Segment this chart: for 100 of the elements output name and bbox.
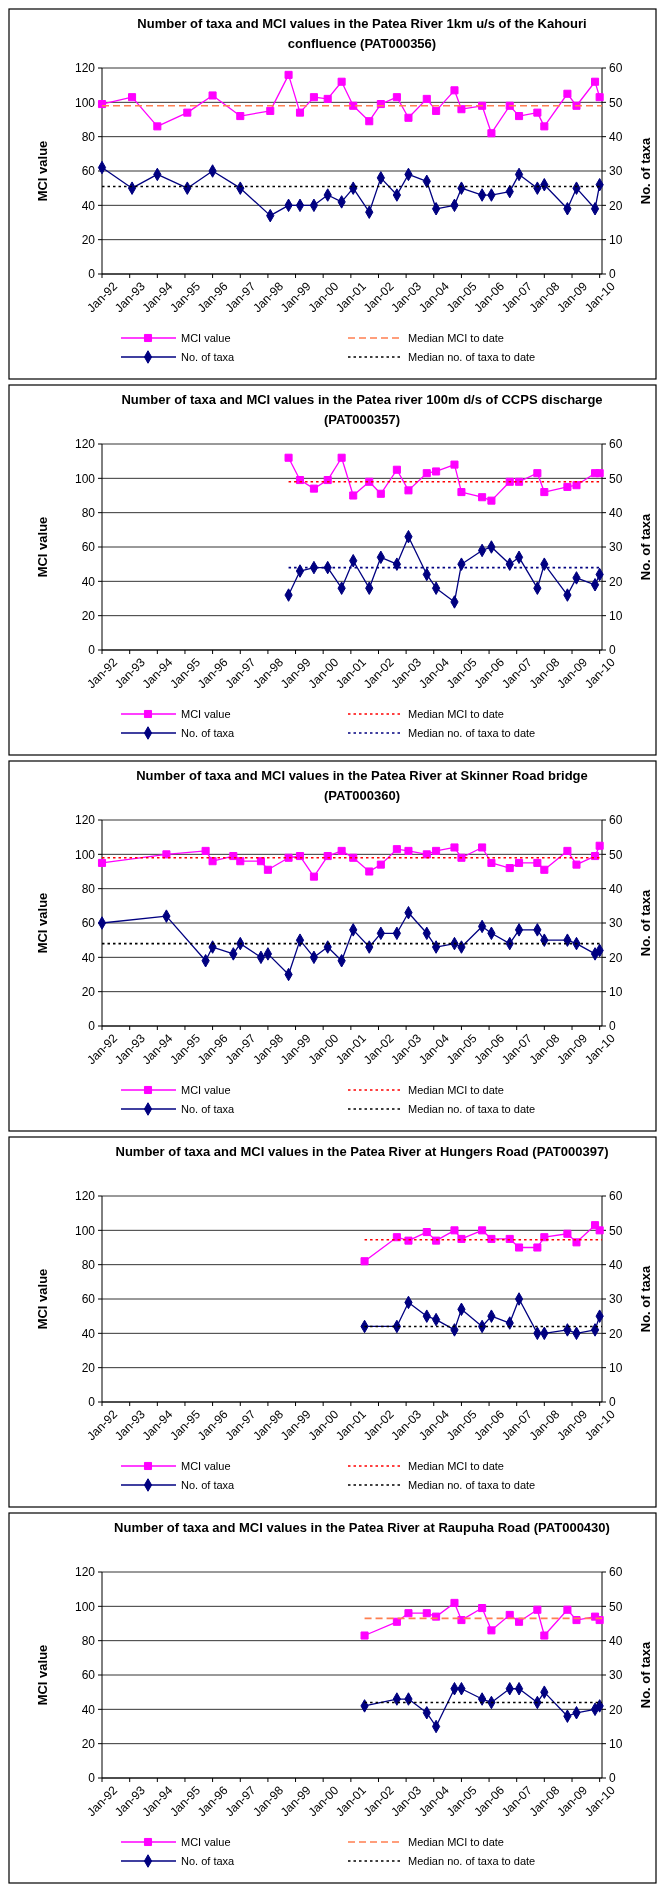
point [392, 93, 401, 102]
y-tick-label: 100 [74, 95, 96, 110]
y2-tick-label: 60 [609, 61, 623, 76]
point [360, 1631, 369, 1640]
y2-tick-label: 0 [609, 1395, 616, 1410]
point [505, 477, 514, 486]
point [422, 1609, 431, 1618]
point [450, 843, 459, 852]
point [478, 493, 487, 502]
y2-tick-label: 40 [609, 1633, 623, 1648]
point [263, 947, 273, 961]
y2-axis-title: No. of taxa [638, 1641, 653, 1709]
chart-title: Number of taxa and MCI values in the Patea River at Hungers Road (PAT000397) [115, 1144, 609, 1159]
point [128, 93, 137, 102]
point [404, 1609, 413, 1618]
legend-label: Median no. of taxa to date [408, 1102, 536, 1115]
point [533, 1605, 542, 1614]
legend-label: Median no. of taxa to date [408, 726, 536, 739]
y2-tick-label: 50 [609, 1223, 623, 1238]
y2-tick-label: 20 [609, 1326, 623, 1341]
point [450, 1226, 459, 1235]
y-tick-label: 80 [81, 881, 96, 896]
y2-tick-label: 20 [609, 198, 623, 213]
point [478, 843, 487, 852]
y2-tick-label: 40 [609, 1257, 623, 1272]
point [563, 846, 572, 855]
y-tick-label: 80 [81, 1257, 96, 1272]
y2-tick-label: 30 [609, 916, 623, 931]
point [376, 860, 385, 869]
point [450, 86, 459, 95]
point [295, 933, 305, 947]
y-tick-label: 40 [81, 574, 96, 589]
point [591, 77, 600, 86]
point [208, 91, 217, 100]
point [487, 496, 496, 505]
y2-tick-label: 10 [609, 984, 623, 999]
point [595, 841, 604, 850]
y-tick-label: 20 [81, 984, 96, 999]
y-tick-label: 60 [81, 1292, 96, 1307]
legend-label: Median MCI to date [408, 1459, 504, 1472]
y2-axis-title: No. of taxa [638, 1265, 653, 1333]
point [392, 465, 401, 474]
y-tick-label: 80 [81, 1633, 96, 1648]
point [431, 581, 441, 595]
y-tick-label: 120 [74, 61, 96, 76]
legend-label: Median no. of taxa to date [408, 350, 536, 363]
y-tick-label: 120 [74, 813, 96, 828]
legend-label: MCI value [181, 1835, 231, 1848]
y2-tick-label: 10 [609, 1360, 623, 1375]
point [349, 491, 358, 500]
legend-label: MCI value [181, 331, 231, 344]
point [540, 488, 549, 497]
point [457, 1616, 466, 1625]
point [404, 1236, 413, 1245]
point [404, 486, 413, 495]
point [533, 469, 542, 478]
y2-axis-title: No. of taxa [638, 137, 653, 205]
y-tick-label: 20 [81, 232, 96, 247]
y2-tick-label: 30 [609, 540, 623, 555]
y2-tick-label: 10 [609, 608, 623, 623]
point [505, 1610, 514, 1619]
point [337, 77, 346, 86]
point [295, 564, 305, 578]
point [514, 1292, 524, 1306]
point [432, 846, 441, 855]
point [533, 1243, 542, 1252]
point [515, 1617, 524, 1626]
point [432, 467, 441, 476]
point [572, 481, 581, 490]
y-tick-label: 0 [88, 1395, 96, 1410]
point [295, 476, 305, 485]
y-tick-label: 0 [88, 1019, 96, 1034]
y2-tick-label: 50 [609, 95, 623, 110]
point [540, 1631, 549, 1640]
point [515, 112, 524, 121]
y-tick-label: 0 [88, 267, 96, 282]
point [595, 93, 604, 102]
point [563, 1229, 572, 1238]
y-tick-label: 20 [81, 608, 96, 623]
point [127, 181, 137, 195]
point [487, 1234, 496, 1243]
point [533, 108, 542, 117]
y-axis-title: MCI value [35, 1268, 50, 1330]
legend-label: No. of taxa [181, 1102, 236, 1115]
point [365, 867, 374, 876]
point [540, 122, 549, 131]
legend-label: Median MCI to date [408, 1835, 504, 1848]
y2-tick-label: 20 [609, 1702, 623, 1717]
chart-title: Number of taxa and MCI values in the Patea river 100m d/s of CCPS discharge (PAT000357) [121, 392, 603, 427]
y2-tick-label: 40 [609, 129, 623, 144]
point [515, 858, 524, 867]
y2-tick-label: 0 [609, 643, 616, 658]
point [183, 108, 192, 117]
point [376, 489, 385, 498]
point [457, 488, 466, 497]
point [563, 1605, 572, 1614]
point [337, 453, 346, 462]
y2-tick-label: 20 [609, 574, 623, 589]
point [487, 129, 496, 138]
y-tick-label: 100 [74, 471, 96, 486]
